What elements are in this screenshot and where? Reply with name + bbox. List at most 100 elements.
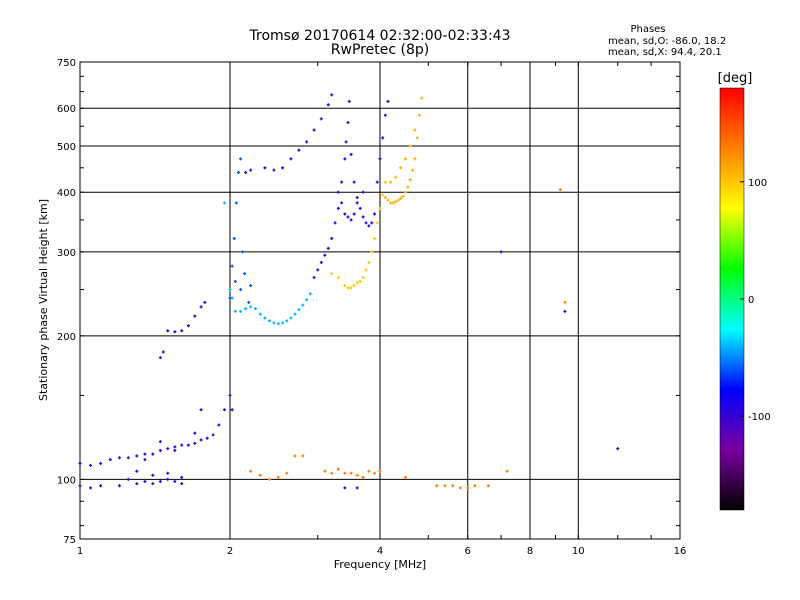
- data-point: [223, 201, 227, 205]
- y-tick-label: 75: [63, 535, 76, 546]
- stats-o-line: mean, sd,O: -86.0, 18.2: [608, 36, 726, 47]
- data-point: [336, 206, 340, 210]
- data-point: [203, 300, 207, 304]
- data-point: [386, 99, 390, 103]
- data-point: [151, 473, 155, 477]
- data-point: [343, 486, 347, 490]
- data-point: [383, 180, 387, 184]
- data-point: [243, 272, 247, 276]
- data-point: [413, 157, 417, 161]
- data-point: [340, 180, 344, 184]
- data-point: [253, 307, 257, 311]
- data-point: [326, 246, 330, 250]
- data-point: [99, 484, 103, 488]
- data-point: [336, 276, 340, 280]
- data-point: [373, 236, 377, 240]
- data-point: [399, 166, 403, 170]
- data-point: [199, 305, 203, 309]
- data-point: [173, 479, 177, 483]
- data-point: [417, 113, 421, 117]
- data-point: [381, 136, 385, 140]
- data-point: [234, 201, 238, 205]
- data-point: [361, 215, 365, 219]
- data-point: [293, 454, 297, 458]
- data-point: [223, 408, 227, 412]
- data-point: [473, 484, 477, 488]
- data-point: [230, 408, 234, 412]
- data-point: [399, 197, 403, 201]
- data-point: [420, 96, 424, 100]
- data-point: [378, 157, 382, 161]
- data-point: [415, 136, 419, 140]
- data-point: [358, 279, 362, 283]
- data-point: [458, 486, 462, 490]
- data-point: [249, 469, 253, 473]
- data-point: [563, 300, 567, 304]
- data-point: [486, 484, 490, 488]
- data-point: [78, 461, 82, 465]
- colorbar: [deg] 100 0 -100: [718, 71, 771, 511]
- data-point: [239, 288, 243, 292]
- data-point: [361, 475, 365, 479]
- data-point: [117, 484, 121, 488]
- data-point: [166, 447, 170, 451]
- y-tick-label: 200: [57, 332, 76, 343]
- data-point: [375, 180, 379, 184]
- data-point: [239, 309, 243, 313]
- data-point: [143, 479, 147, 483]
- data-point: [367, 260, 371, 264]
- x-tick-label: 4: [377, 546, 383, 557]
- data-point: [267, 477, 271, 481]
- data-point: [211, 433, 215, 437]
- data-point: [330, 236, 334, 240]
- data-point: [383, 195, 387, 199]
- data-point: [143, 458, 147, 462]
- data-point: [330, 93, 334, 97]
- data-point: [466, 486, 470, 490]
- data-point: [352, 283, 356, 287]
- data-point: [244, 170, 248, 174]
- data-point: [499, 250, 503, 254]
- data-point: [126, 477, 130, 481]
- data-point: [343, 157, 347, 161]
- data-point: [301, 454, 305, 458]
- data-point: [281, 166, 285, 170]
- x-tick-label: 10: [572, 546, 585, 557]
- data-point: [394, 175, 398, 179]
- plot-area: 1 2 4 6 8 10 16 75 100 200 300 400 500 600 750: [57, 58, 686, 557]
- data-point: [319, 260, 323, 264]
- data-point: [228, 296, 232, 300]
- data-point: [312, 276, 316, 280]
- data-point: [263, 316, 267, 320]
- data-point: [293, 312, 297, 316]
- data-point: [333, 221, 337, 225]
- data-point: [323, 469, 327, 473]
- data-point: [239, 157, 243, 161]
- data-point: [230, 264, 234, 268]
- data-point: [343, 212, 347, 216]
- data-point: [349, 286, 353, 290]
- data-point: [389, 201, 393, 205]
- data-point: [151, 452, 155, 456]
- y-tick-label: 300: [57, 248, 76, 259]
- data-point: [330, 471, 334, 475]
- data-point: [367, 224, 371, 228]
- data-point: [373, 212, 377, 216]
- data-point: [233, 309, 237, 313]
- x-tick-label: 1: [77, 546, 83, 557]
- colorbar-ticks: 100 0 -100: [740, 178, 771, 423]
- data-point: [244, 307, 248, 311]
- data-point: [373, 471, 377, 475]
- y-axis-ticks: 75 100 200 300 400 500 600 750: [57, 58, 680, 546]
- data-point: [330, 272, 334, 276]
- y-tick-label: 600: [57, 104, 76, 115]
- data-point: [340, 201, 344, 205]
- data-point: [323, 253, 327, 257]
- data-point: [158, 448, 162, 452]
- data-point: [305, 298, 309, 302]
- data-point: [403, 190, 407, 194]
- data-point: [272, 168, 276, 172]
- data-point: [411, 168, 415, 172]
- data-point: [126, 456, 130, 460]
- data-point: [378, 206, 382, 210]
